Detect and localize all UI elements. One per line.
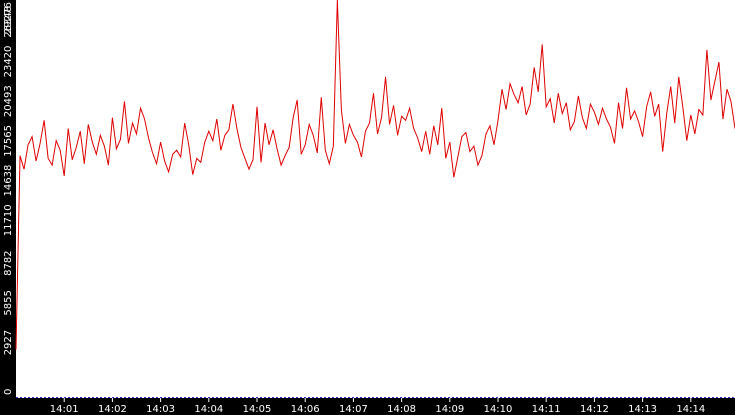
y-tick-label: 17565 xyxy=(3,125,14,157)
y-tick-label: 8782 xyxy=(3,250,14,275)
x-tick-label: 14:02 xyxy=(98,404,127,415)
y-tick-label: 11710 xyxy=(3,204,14,236)
y-tick-label: 20493 xyxy=(3,85,14,117)
x-tick-label: 14:12 xyxy=(580,404,609,415)
x-tick-label: 14:13 xyxy=(628,404,657,415)
x-tick-label: 14:09 xyxy=(435,404,464,415)
y-tick-label: 26348 xyxy=(3,6,14,38)
x-tick-label: 14:05 xyxy=(243,404,272,415)
x-tick-label: 14:03 xyxy=(146,404,175,415)
y-tick-label: 23420 xyxy=(3,46,14,78)
x-axis-ticks: 14:01 14:02 14:03 14:04 14:05 14:06 14:07 14:08… xyxy=(50,398,705,415)
x-tick-label: 14:07 xyxy=(339,404,368,415)
x-tick-label: 14:08 xyxy=(387,404,416,415)
y-tick-label: 29276 xyxy=(3,2,14,34)
series-line xyxy=(15,0,735,350)
y-axis-ticks: 0 2927 5855 8782 11710 14638 17565 20493 23420 26… xyxy=(3,2,14,395)
x-tick-label: 14:04 xyxy=(194,404,223,415)
y-axis-band xyxy=(0,0,16,398)
x-tick-label: 14:14 xyxy=(676,404,705,415)
y-tick-label: 0 xyxy=(3,389,14,395)
series-layer xyxy=(15,0,735,350)
y-tick-label: 5855 xyxy=(3,290,14,315)
y-tick-label: 2927 xyxy=(3,330,14,355)
x-tick-label: 14:01 xyxy=(50,404,79,415)
x-tick-label: 14:11 xyxy=(532,404,561,415)
x-axis-band xyxy=(0,398,735,415)
x-tick-label: 14:06 xyxy=(291,404,320,415)
y-tick-label: 14638 xyxy=(3,165,14,197)
x-tick-label: 14:10 xyxy=(484,404,513,415)
